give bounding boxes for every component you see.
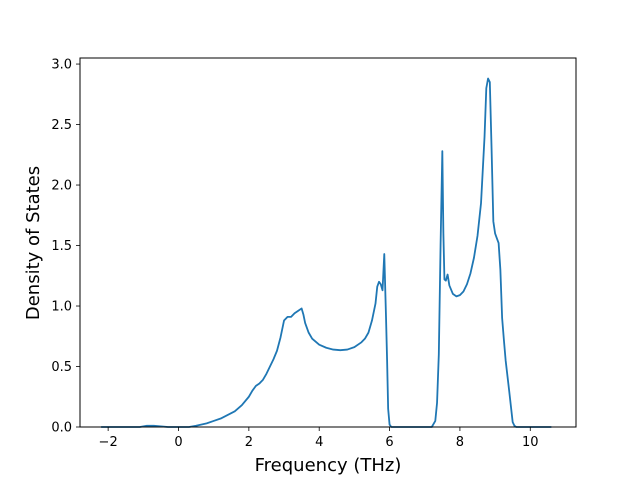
y-tick-label: 0.0 [51,421,72,436]
y-tick-label: 3.0 [51,58,72,73]
y-tick-label: 0.5 [51,360,72,375]
x-tick-label: 6 [385,435,393,450]
x-tick-label: 8 [456,435,464,450]
x-tick-label: 10 [522,435,539,450]
y-tick-label: 2.0 [51,179,72,194]
y-axis-label: Density of States [23,166,44,320]
y-tick-label: 2.5 [51,118,72,133]
x-tick-label: 4 [315,435,323,450]
x-tick-label: 2 [245,435,253,450]
y-tick-label: 1.0 [51,300,72,315]
plot-frame [79,57,577,428]
x-axis-label: Frequency (THz) [255,455,402,476]
dos-series-line [101,77,552,428]
x-axis-ticks: −2 0 2 4 6 8 10 [99,427,539,450]
x-tick-label: −2 [99,435,118,450]
y-axis-ticks: 0.0 0.5 1.0 1.5 2.0 2.5 3.0 [51,58,80,436]
x-tick-label: 0 [174,435,182,450]
y-tick-label: 1.5 [51,239,72,254]
series-layer [101,77,552,428]
